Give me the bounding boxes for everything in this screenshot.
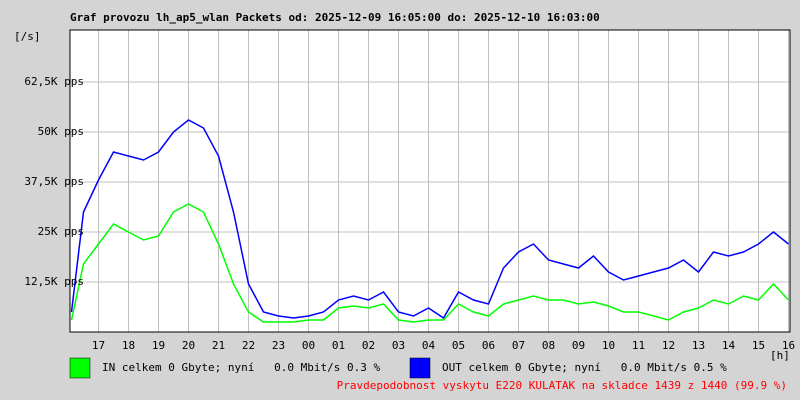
x-tick-label: 20 — [182, 339, 195, 352]
y-tick-label: 25K pps — [38, 225, 84, 238]
legend-label: OUT celkem 0 Gbyte; nyní 0.0 Mbit/s 0.5 … — [442, 361, 727, 374]
x-tick-label: 16 — [782, 339, 795, 352]
x-tick-label: 21 — [212, 339, 225, 352]
y-tick-label: 62,5K pps — [24, 75, 84, 88]
x-tick-label: 07 — [512, 339, 525, 352]
plot-border — [69, 29, 791, 333]
x-tick-label: 17 — [92, 339, 105, 352]
x-tick-label: 12 — [662, 339, 675, 352]
y-tick-label: 12,5K pps — [24, 275, 84, 288]
x-tick-label: 08 — [542, 339, 555, 352]
legend-swatch — [69, 357, 91, 379]
lines — [70, 119, 790, 323]
x-tick-label: 04 — [422, 339, 436, 352]
x-tick-label: 19 — [152, 339, 165, 352]
x-tick-label: 10 — [602, 339, 615, 352]
y-axis-label: [/s] — [14, 30, 41, 43]
y-tick-label: 37,5K pps — [24, 175, 84, 188]
x-tick-label: 05 — [452, 339, 465, 352]
x-tick-label: 00 — [302, 339, 315, 352]
legend-label: IN celkem 0 Gbyte; nyní 0.0 Mbit/s 0.3 % — [102, 361, 381, 374]
x-tick-label: 14 — [722, 339, 736, 352]
x-tick-label: 02 — [362, 339, 375, 352]
plot-area — [70, 30, 790, 332]
x-tick-label: 13 — [692, 339, 705, 352]
x-tick-label: 18 — [122, 339, 135, 352]
x-tick-label: 23 — [272, 339, 285, 352]
axes: 12,5K pps 25K pps 37,5K pps 50K pps 62,5K pp… — [24, 29, 795, 352]
series-line — [70, 119, 789, 320]
series-line — [70, 203, 790, 323]
chart-title: Graf provozu lh_ap5_wlan Packets od: 202… — [70, 11, 600, 24]
x-tick-label: 06 — [482, 339, 495, 352]
y-tick-label: 50K pps — [38, 125, 84, 138]
footnote: Pravdepodobnost vyskytu E220 KULATAK na … — [337, 379, 787, 392]
x-tick-label: 03 — [392, 339, 405, 352]
x-tick-label: 01 — [332, 339, 345, 352]
legend-swatch — [409, 357, 431, 379]
x-tick-label: 15 — [752, 339, 765, 352]
x-tick-label: 09 — [572, 339, 585, 352]
x-axis-label: [h] — [770, 349, 790, 362]
x-tick-label: 11 — [632, 339, 645, 352]
x-tick-label: 22 — [242, 339, 255, 352]
